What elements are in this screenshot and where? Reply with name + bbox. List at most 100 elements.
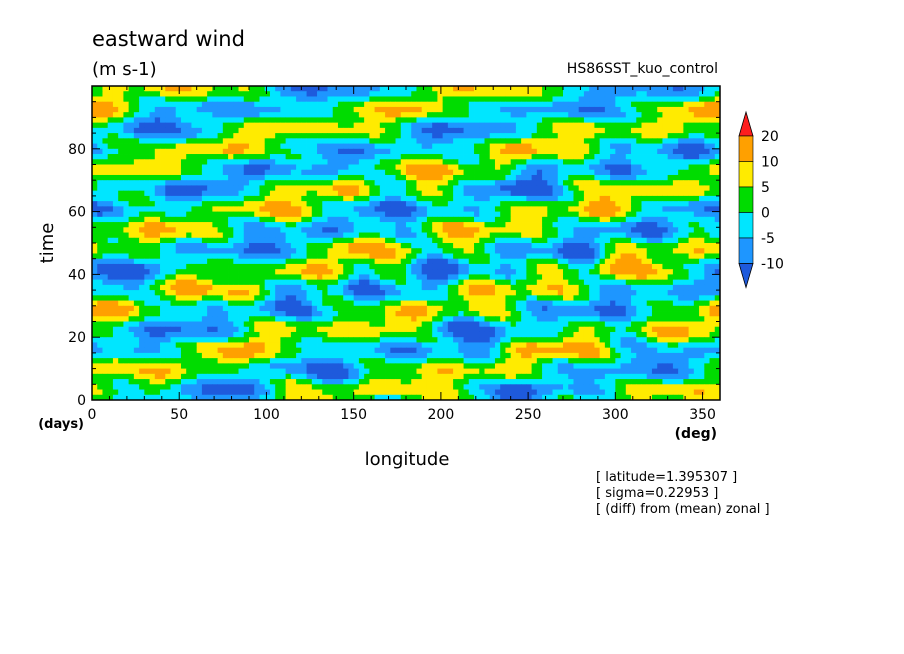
heatmap-cell xyxy=(228,127,234,134)
heatmap-cell xyxy=(269,190,276,197)
heatmap-cell xyxy=(92,159,98,165)
heatmap-cell xyxy=(92,295,98,301)
heatmap-cell xyxy=(207,138,213,144)
heatmap-cell xyxy=(118,154,124,160)
heatmap-cell xyxy=(510,258,517,265)
heatmap-cell xyxy=(432,248,438,254)
heatmap-cell xyxy=(311,180,318,186)
heatmap-cell xyxy=(578,279,585,286)
heatmap-cell xyxy=(646,133,653,139)
heatmap-cell xyxy=(573,86,580,92)
heatmap-cell xyxy=(332,263,339,270)
heatmap-cell xyxy=(704,143,710,150)
heatmap-cell xyxy=(416,148,423,155)
heatmap-cell xyxy=(259,253,266,260)
heatmap-cell xyxy=(484,122,491,129)
heatmap-cell xyxy=(102,112,109,118)
heatmap-cell xyxy=(269,185,276,192)
heatmap-cell xyxy=(505,216,512,223)
heatmap-cell xyxy=(379,106,386,113)
heatmap-cell xyxy=(678,258,684,265)
heatmap-cell xyxy=(228,174,234,181)
heatmap-cell xyxy=(468,133,475,139)
heatmap-cell xyxy=(578,112,585,118)
heatmap-cell xyxy=(92,86,98,92)
heatmap-cell xyxy=(510,206,517,212)
heatmap-cell xyxy=(217,169,224,176)
heatmap-cell xyxy=(107,300,114,307)
heatmap-cell xyxy=(343,180,349,186)
heatmap-cell xyxy=(97,300,103,307)
heatmap-cell xyxy=(238,122,245,129)
heatmap-cell xyxy=(201,164,208,171)
heatmap-cell xyxy=(201,211,208,218)
heatmap-cell xyxy=(139,227,145,233)
heatmap-cell xyxy=(112,274,119,281)
heatmap-cell xyxy=(102,284,109,291)
heatmap-cell xyxy=(421,148,428,155)
heatmap-cell xyxy=(92,237,98,244)
heatmap-cell xyxy=(447,253,454,260)
heatmap-cell xyxy=(374,253,381,260)
heatmap-cell xyxy=(97,138,103,144)
heatmap-cell xyxy=(207,300,213,307)
heatmap-cell xyxy=(170,190,177,197)
heatmap-cell xyxy=(693,290,700,296)
heatmap-cell xyxy=(547,232,553,239)
heatmap-cell xyxy=(484,148,491,155)
heatmap-cell xyxy=(311,216,318,223)
heatmap-cell xyxy=(374,112,381,118)
heatmap-cell xyxy=(515,86,522,92)
heatmap-cell xyxy=(201,138,208,144)
heatmap-cell xyxy=(432,154,438,160)
heatmap-cell xyxy=(610,216,616,223)
heatmap-cell xyxy=(599,148,606,155)
heatmap-cell xyxy=(254,253,260,260)
heatmap-cell xyxy=(228,227,234,233)
heatmap-cell xyxy=(97,143,103,150)
heatmap-cell xyxy=(620,143,627,150)
heatmap-cell xyxy=(515,290,522,296)
heatmap-cell xyxy=(353,300,360,307)
heatmap-cell xyxy=(625,258,632,265)
heatmap-cell xyxy=(672,164,679,171)
heatmap-cell xyxy=(563,248,569,254)
heatmap-cell xyxy=(709,138,716,144)
heatmap-cell xyxy=(217,232,224,239)
heatmap-cell xyxy=(358,106,365,113)
heatmap-cell xyxy=(589,248,595,254)
heatmap-cell xyxy=(353,263,360,270)
heatmap-cell xyxy=(589,237,595,244)
heatmap-cell xyxy=(92,284,98,291)
heatmap-cell xyxy=(306,169,313,176)
heatmap-cell xyxy=(683,138,689,144)
heatmap-cell xyxy=(547,274,553,281)
heatmap-cell xyxy=(269,248,276,254)
heatmap-cell xyxy=(348,232,355,239)
heatmap-cell xyxy=(275,295,281,301)
heatmap-cell xyxy=(657,127,663,134)
heatmap-cell xyxy=(228,243,234,249)
heatmap-cell xyxy=(201,96,208,103)
heatmap-cell xyxy=(243,180,250,186)
heatmap-cell xyxy=(118,269,124,275)
heatmap-cell xyxy=(296,154,302,160)
heatmap-cell xyxy=(536,248,543,254)
heatmap-cell xyxy=(500,253,506,260)
heatmap-cell xyxy=(118,263,124,270)
heatmap-cell xyxy=(249,133,255,139)
heatmap-cell xyxy=(688,96,695,103)
heatmap-cell xyxy=(568,91,574,97)
heatmap-cell xyxy=(693,232,700,239)
heatmap-cell xyxy=(678,117,684,124)
heatmap-cell xyxy=(400,232,407,239)
heatmap-cell xyxy=(426,201,433,207)
heatmap-cell xyxy=(228,300,234,307)
heatmap-cell xyxy=(693,159,700,165)
heatmap-cell xyxy=(479,274,485,281)
heatmap-cell xyxy=(421,248,428,254)
heatmap-cell xyxy=(322,138,328,144)
heatmap-cell xyxy=(406,269,412,275)
heatmap-cell xyxy=(249,243,255,249)
heatmap-cell xyxy=(285,232,292,239)
